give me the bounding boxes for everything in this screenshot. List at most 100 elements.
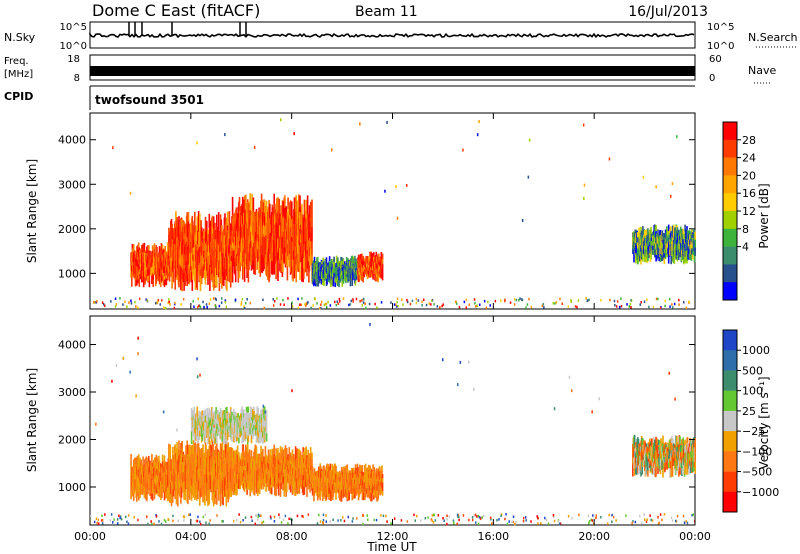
echo-cell <box>311 452 313 460</box>
scatter-dot <box>468 303 470 306</box>
echo-cell <box>216 488 218 505</box>
scatter-dot <box>421 304 423 307</box>
echo-cell <box>212 492 215 507</box>
freq-panel: Freq. [MHz] 18 8 60 0 Nave <box>4 54 776 84</box>
echo-cell <box>258 259 260 274</box>
echo-cell <box>265 417 268 426</box>
echo-cell <box>277 447 279 457</box>
scatter-dot <box>401 298 403 301</box>
echo-cell <box>141 485 144 495</box>
scatter-dot <box>626 303 628 306</box>
echo-cell <box>146 487 148 502</box>
echo-cell <box>270 487 273 495</box>
scatter-dot <box>530 305 533 309</box>
echo-cell <box>373 467 376 478</box>
echo-cell <box>340 489 343 502</box>
echo-cell <box>136 278 138 286</box>
echo-cell <box>368 490 371 495</box>
scatter-dot <box>518 299 520 302</box>
echo-cell <box>359 469 361 475</box>
echo-cell <box>644 230 646 239</box>
scatter-dot <box>685 306 688 309</box>
echo-cell <box>672 224 675 233</box>
scatter-dot <box>521 219 524 222</box>
echo-cell <box>224 268 226 280</box>
echo-cell <box>174 444 176 454</box>
echo-cell <box>194 432 196 438</box>
scatter-dot <box>168 300 170 304</box>
echo-cell <box>223 266 225 286</box>
scatter-dot <box>513 298 516 301</box>
scatter-dot <box>245 301 247 305</box>
echo-cell <box>204 409 207 417</box>
echo-cell <box>192 221 194 232</box>
scatter-dot <box>456 302 458 305</box>
echo-cell <box>175 211 177 229</box>
scatter-dot <box>583 183 586 187</box>
scatter-dot <box>363 298 365 301</box>
echo-cell <box>381 491 384 496</box>
y-tick-label: 1000 <box>58 267 86 280</box>
echo-cell <box>303 268 305 279</box>
echo-cell <box>284 476 286 492</box>
scatter-dot <box>609 298 611 302</box>
echo-region <box>357 251 384 283</box>
colorbar-swatch <box>723 122 737 141</box>
scatter-dot <box>415 297 418 301</box>
echo-cell <box>269 449 272 465</box>
echo-cell <box>169 444 171 465</box>
scatter-dot <box>678 298 680 302</box>
scatter-dot <box>215 298 217 302</box>
echo-cell <box>251 481 253 491</box>
echo-cell <box>212 216 215 230</box>
echo-cell <box>289 484 292 493</box>
scatter-dot <box>465 298 468 302</box>
scatter-dot <box>515 298 518 302</box>
echo-cell <box>188 223 191 239</box>
echo-cell <box>320 490 322 497</box>
echo-cell <box>176 258 178 281</box>
echo-cell <box>208 213 211 229</box>
echo-cell <box>253 483 256 496</box>
echo-cell <box>328 256 331 262</box>
echo-cell <box>230 261 233 272</box>
scatter-dot <box>577 299 580 302</box>
colorbar-tick-label: 24 <box>742 152 756 165</box>
scatter-dot <box>101 301 104 304</box>
echo-cell <box>635 464 638 475</box>
echo-cell <box>346 464 349 474</box>
echo-cell <box>674 227 676 234</box>
echo-cell <box>211 408 214 417</box>
scatter-dot <box>206 305 208 309</box>
echo-cell <box>381 474 384 479</box>
echo-cell <box>163 272 166 281</box>
echo-cell <box>200 274 203 285</box>
echo-cell <box>192 267 195 275</box>
scatter-dot <box>639 303 641 306</box>
echo-cell <box>231 448 234 461</box>
echo-cell <box>275 481 278 489</box>
scatter-dot <box>559 297 561 301</box>
echo-cell <box>667 256 670 264</box>
scatter-dot <box>455 300 457 304</box>
scatter-dot <box>526 303 529 306</box>
echo-cell <box>671 256 673 262</box>
scatter-dot <box>167 301 169 305</box>
echo-cell <box>165 278 168 286</box>
scatter-dot <box>411 299 414 303</box>
echo-cell <box>174 489 176 500</box>
scatter-dot <box>274 300 276 303</box>
scatter-dot <box>397 305 399 308</box>
scatter-dot <box>431 299 433 302</box>
scatter-dot <box>655 297 658 301</box>
echo-cell <box>264 205 267 217</box>
scatter-dot <box>474 302 476 305</box>
scatter-dot <box>304 303 306 306</box>
echo-cell <box>265 482 267 492</box>
echo-cell <box>637 232 639 238</box>
scatter-dot <box>421 300 423 303</box>
scatter-dot <box>130 302 133 305</box>
colorbar-tick-label: 16 <box>742 187 756 200</box>
echo-cell <box>197 484 199 500</box>
scatter-dot <box>327 300 329 304</box>
